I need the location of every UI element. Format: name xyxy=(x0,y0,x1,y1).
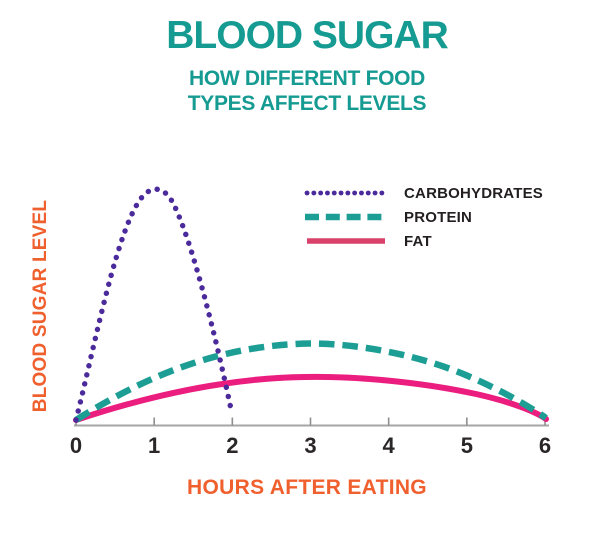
x-axis-ticks xyxy=(75,417,546,426)
x-axis-tick-label: 3 xyxy=(304,433,316,458)
chart-subtitle-line-1: HOW DIFFERENT FOOD xyxy=(188,67,426,90)
legend-label-fat: FAT xyxy=(404,232,432,250)
protein-curve xyxy=(74,340,548,423)
legend-label-protein: PROTEIN xyxy=(404,208,473,226)
legend: CARBOHYDRATES PROTEIN FAT xyxy=(303,182,543,252)
legend-label-carbohydrates: CARBOHYDRATES xyxy=(404,184,543,202)
chart-subtitle: HOW DIFFERENT FOOD TYPES AFFECT LEVELS xyxy=(0,66,614,116)
protein-dashed-line-swatch xyxy=(305,213,387,221)
chart-subtitle-line-2: TYPES AFFECT LEVELS xyxy=(187,92,427,115)
legend-item-fat: FAT xyxy=(303,230,543,252)
fat-solid-line-swatch xyxy=(307,238,385,244)
carbohydrates-dotted-line-swatch xyxy=(304,190,389,196)
carbohydrates-curve xyxy=(73,186,235,423)
chart-title: BLOOD SUGAR xyxy=(166,14,449,57)
legend-item-protein: PROTEIN xyxy=(303,206,543,228)
x-axis-tick-label: 4 xyxy=(383,433,396,458)
x-axis-tick-labels: 0 1 2 3 4 5 6 xyxy=(70,433,551,458)
x-axis-label: HOURS AFTER EATING xyxy=(187,476,427,499)
x-axis-tick-label: 0 xyxy=(70,433,82,458)
x-axis-tick-label: 6 xyxy=(539,433,551,458)
x-axis-tick-label: 1 xyxy=(148,433,160,458)
fat-curve xyxy=(73,373,549,423)
legend-item-carbohydrates: CARBOHYDRATES xyxy=(303,182,543,204)
x-axis-tick-label: 2 xyxy=(226,433,238,458)
x-axis-tick-label: 5 xyxy=(461,433,473,458)
